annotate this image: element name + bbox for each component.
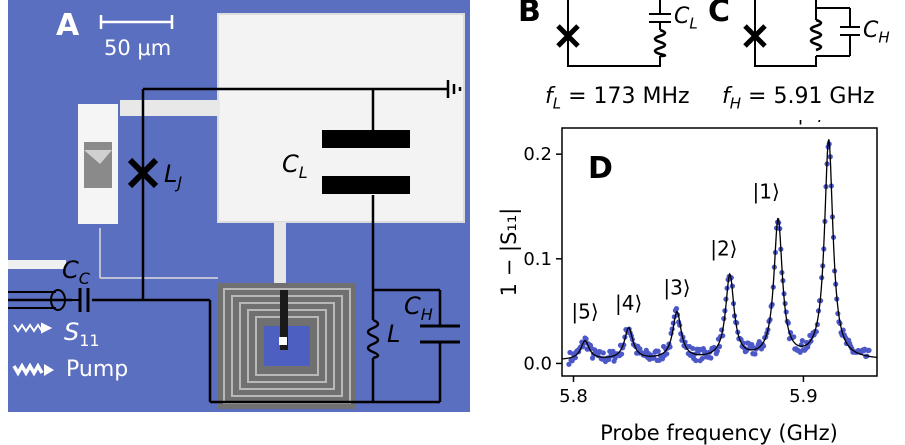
data-point <box>673 306 680 312</box>
state-label: |5⟩ <box>571 300 598 324</box>
spiral-inductor <box>218 283 356 409</box>
data-point <box>693 357 699 364</box>
fit-curve <box>561 139 878 360</box>
junction-c-icon <box>743 24 767 48</box>
inductor-icon <box>366 318 380 360</box>
data-point <box>569 358 575 364</box>
capacitor-cl-plate-top <box>322 130 410 148</box>
data-point <box>690 345 696 351</box>
y-axis-label: 1 − |S₁₁| <box>497 208 522 297</box>
x-tick-label: 5.9 <box>789 386 818 407</box>
circuit-overlay <box>8 87 448 404</box>
plot-frame <box>561 127 878 377</box>
data-point <box>752 351 758 357</box>
junction-b-icon <box>556 24 580 48</box>
scale-bar-label: 50 μm <box>104 36 172 60</box>
scale-bar-icon <box>99 15 174 29</box>
panel-b-letter: B <box>518 0 541 29</box>
josephson-junction-icon <box>127 157 159 189</box>
state-label: |2⟩ <box>710 237 737 261</box>
panel-d-letter: D <box>588 151 613 186</box>
freq-fh: fH = 5.91 GHz <box>722 84 875 113</box>
capacitor-cl-plate-bottom <box>322 176 410 194</box>
y-tick-label: 0.2 <box>523 144 552 165</box>
data-point <box>566 361 572 367</box>
device-micrograph <box>8 0 470 412</box>
cl-label: CL <box>282 150 308 182</box>
cc-label: CC <box>62 256 90 288</box>
state-label: |4⟩ <box>615 291 642 315</box>
state-label: |1⟩ <box>752 179 779 203</box>
x-axis-label: Probe frequency (GHz) <box>600 421 838 445</box>
s11-label: S11 <box>64 318 100 350</box>
data-point <box>589 355 596 361</box>
data-point <box>600 350 606 356</box>
capacitor-ch-icon <box>420 324 460 344</box>
pump-wave-icon <box>12 362 54 377</box>
panel-b-cap-label: CL <box>674 4 698 33</box>
state-label: |0⟩ <box>797 120 824 125</box>
data-point <box>799 337 805 344</box>
s11-wave-icon <box>13 322 53 334</box>
ground-icon <box>446 80 462 98</box>
ch-label: CH <box>404 292 433 324</box>
resonance-chart: 0.0 0.1 0.2 5.8 5.9 |5⟩ |4⟩ |3⟩ |2⟩ |1⟩ |0⟩ D Pr… <box>497 120 878 445</box>
data-point <box>612 355 618 361</box>
panel-c-cap-label: CH <box>863 18 890 47</box>
l-label: L <box>387 320 401 348</box>
panel-a-letter: A <box>56 8 80 43</box>
data-point <box>866 347 872 353</box>
panels-b-c-circuits <box>556 0 860 67</box>
data-point <box>699 355 705 362</box>
pump-label: Pump <box>66 357 129 382</box>
data-point <box>655 348 661 354</box>
data-point <box>708 355 714 361</box>
coax-icon <box>8 289 80 311</box>
panel-c-letter: C <box>708 0 731 29</box>
data-point <box>619 351 625 357</box>
y-tick-label: 0.1 <box>523 249 552 270</box>
freq-fl: fL = 173 MHz <box>545 84 690 113</box>
y-tick-label: 0.0 <box>523 353 552 374</box>
lj-label: LJ <box>164 160 183 192</box>
data-point <box>791 334 797 340</box>
state-label: |3⟩ <box>663 275 690 299</box>
data-point <box>714 348 720 354</box>
x-tick-label: 5.8 <box>559 386 588 407</box>
data-point <box>664 351 670 357</box>
